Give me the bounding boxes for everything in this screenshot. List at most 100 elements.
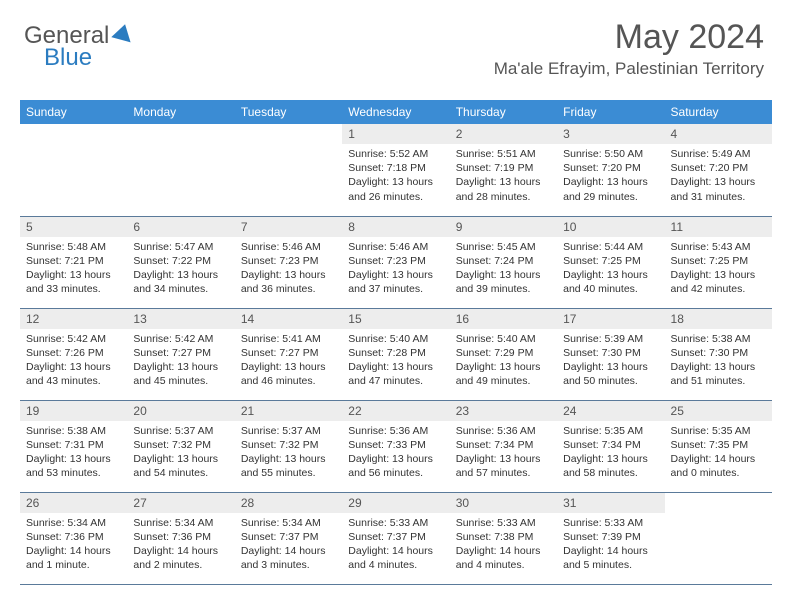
calendar-day-cell: 10Sunrise: 5:44 AMSunset: 7:25 PMDayligh… xyxy=(557,216,664,308)
calendar-day-cell: 5Sunrise: 5:48 AMSunset: 7:21 PMDaylight… xyxy=(20,216,127,308)
daylight-line: Daylight: 13 hours and 39 minutes. xyxy=(456,268,551,296)
sunrise-line: Sunrise: 5:35 AM xyxy=(563,424,658,438)
sunrise-line: Sunrise: 5:49 AM xyxy=(671,147,766,161)
day-details: Sunrise: 5:45 AMSunset: 7:24 PMDaylight:… xyxy=(450,237,557,303)
day-details: Sunrise: 5:49 AMSunset: 7:20 PMDaylight:… xyxy=(665,144,772,210)
sunset-line: Sunset: 7:31 PM xyxy=(26,438,121,452)
calendar-day-cell: 9Sunrise: 5:45 AMSunset: 7:24 PMDaylight… xyxy=(450,216,557,308)
daylight-line: Daylight: 14 hours and 3 minutes. xyxy=(241,544,336,572)
day-details: Sunrise: 5:52 AMSunset: 7:18 PMDaylight:… xyxy=(342,144,449,210)
sunset-line: Sunset: 7:25 PM xyxy=(563,254,658,268)
calendar-day-cell xyxy=(665,492,772,584)
daylight-line: Daylight: 13 hours and 49 minutes. xyxy=(456,360,551,388)
day-details: Sunrise: 5:40 AMSunset: 7:29 PMDaylight:… xyxy=(450,329,557,395)
sunrise-line: Sunrise: 5:38 AM xyxy=(671,332,766,346)
day-details: Sunrise: 5:33 AMSunset: 7:39 PMDaylight:… xyxy=(557,513,664,579)
sunrise-line: Sunrise: 5:51 AM xyxy=(456,147,551,161)
calendar-day-cell: 19Sunrise: 5:38 AMSunset: 7:31 PMDayligh… xyxy=(20,400,127,492)
sunset-line: Sunset: 7:28 PM xyxy=(348,346,443,360)
day-details: Sunrise: 5:34 AMSunset: 7:37 PMDaylight:… xyxy=(235,513,342,579)
sunrise-line: Sunrise: 5:37 AM xyxy=(133,424,228,438)
calendar-day-cell: 21Sunrise: 5:37 AMSunset: 7:32 PMDayligh… xyxy=(235,400,342,492)
sunset-line: Sunset: 7:18 PM xyxy=(348,161,443,175)
day-number: 3 xyxy=(557,124,664,144)
calendar-day-cell: 12Sunrise: 5:42 AMSunset: 7:26 PMDayligh… xyxy=(20,308,127,400)
day-details: Sunrise: 5:42 AMSunset: 7:27 PMDaylight:… xyxy=(127,329,234,395)
day-details: Sunrise: 5:34 AMSunset: 7:36 PMDaylight:… xyxy=(20,513,127,579)
sunset-line: Sunset: 7:34 PM xyxy=(563,438,658,452)
sunrise-line: Sunrise: 5:41 AM xyxy=(241,332,336,346)
day-number: 19 xyxy=(20,401,127,421)
sunrise-line: Sunrise: 5:39 AM xyxy=(563,332,658,346)
sunrise-line: Sunrise: 5:44 AM xyxy=(563,240,658,254)
calendar-day-cell: 28Sunrise: 5:34 AMSunset: 7:37 PMDayligh… xyxy=(235,492,342,584)
day-number: 11 xyxy=(665,217,772,237)
sunrise-line: Sunrise: 5:42 AM xyxy=(133,332,228,346)
daylight-line: Daylight: 14 hours and 4 minutes. xyxy=(456,544,551,572)
day-details: Sunrise: 5:38 AMSunset: 7:31 PMDaylight:… xyxy=(20,421,127,487)
daylight-line: Daylight: 13 hours and 50 minutes. xyxy=(563,360,658,388)
sunset-line: Sunset: 7:26 PM xyxy=(26,346,121,360)
day-details: Sunrise: 5:39 AMSunset: 7:30 PMDaylight:… xyxy=(557,329,664,395)
sunrise-line: Sunrise: 5:40 AM xyxy=(348,332,443,346)
day-details: Sunrise: 5:46 AMSunset: 7:23 PMDaylight:… xyxy=(235,237,342,303)
daylight-line: Daylight: 13 hours and 34 minutes. xyxy=(133,268,228,296)
calendar-day-cell: 11Sunrise: 5:43 AMSunset: 7:25 PMDayligh… xyxy=(665,216,772,308)
day-number: 26 xyxy=(20,493,127,513)
day-number: 23 xyxy=(450,401,557,421)
calendar-day-cell: 24Sunrise: 5:35 AMSunset: 7:34 PMDayligh… xyxy=(557,400,664,492)
day-details: Sunrise: 5:42 AMSunset: 7:26 PMDaylight:… xyxy=(20,329,127,395)
day-details: Sunrise: 5:38 AMSunset: 7:30 PMDaylight:… xyxy=(665,329,772,395)
calendar-header-row: SundayMondayTuesdayWednesdayThursdayFrid… xyxy=(20,100,772,124)
sunset-line: Sunset: 7:35 PM xyxy=(671,438,766,452)
daylight-line: Daylight: 13 hours and 51 minutes. xyxy=(671,360,766,388)
calendar-week-row: 26Sunrise: 5:34 AMSunset: 7:36 PMDayligh… xyxy=(20,492,772,584)
day-details: Sunrise: 5:35 AMSunset: 7:35 PMDaylight:… xyxy=(665,421,772,487)
day-number: 12 xyxy=(20,309,127,329)
daylight-line: Daylight: 13 hours and 53 minutes. xyxy=(26,452,121,480)
day-number: 10 xyxy=(557,217,664,237)
calendar-week-row: 12Sunrise: 5:42 AMSunset: 7:26 PMDayligh… xyxy=(20,308,772,400)
sunset-line: Sunset: 7:37 PM xyxy=(241,530,336,544)
daylight-line: Daylight: 14 hours and 1 minute. xyxy=(26,544,121,572)
daylight-line: Daylight: 13 hours and 36 minutes. xyxy=(241,268,336,296)
day-number: 17 xyxy=(557,309,664,329)
sunrise-line: Sunrise: 5:35 AM xyxy=(671,424,766,438)
sunrise-line: Sunrise: 5:34 AM xyxy=(241,516,336,530)
daylight-line: Daylight: 14 hours and 4 minutes. xyxy=(348,544,443,572)
calendar-day-cell: 18Sunrise: 5:38 AMSunset: 7:30 PMDayligh… xyxy=(665,308,772,400)
calendar-day-cell: 22Sunrise: 5:36 AMSunset: 7:33 PMDayligh… xyxy=(342,400,449,492)
calendar-table: SundayMondayTuesdayWednesdayThursdayFrid… xyxy=(20,100,772,585)
sunrise-line: Sunrise: 5:48 AM xyxy=(26,240,121,254)
sunset-line: Sunset: 7:36 PM xyxy=(133,530,228,544)
daylight-line: Daylight: 13 hours and 58 minutes. xyxy=(563,452,658,480)
calendar-day-cell xyxy=(127,124,234,216)
sunset-line: Sunset: 7:27 PM xyxy=(133,346,228,360)
sunset-line: Sunset: 7:21 PM xyxy=(26,254,121,268)
sunrise-line: Sunrise: 5:42 AM xyxy=(26,332,121,346)
calendar-week-row: 19Sunrise: 5:38 AMSunset: 7:31 PMDayligh… xyxy=(20,400,772,492)
weekday-header: Tuesday xyxy=(235,100,342,124)
daylight-line: Daylight: 13 hours and 28 minutes. xyxy=(456,175,551,203)
day-number: 7 xyxy=(235,217,342,237)
sunrise-line: Sunrise: 5:34 AM xyxy=(133,516,228,530)
sunset-line: Sunset: 7:38 PM xyxy=(456,530,551,544)
sunset-line: Sunset: 7:37 PM xyxy=(348,530,443,544)
calendar-day-cell: 14Sunrise: 5:41 AMSunset: 7:27 PMDayligh… xyxy=(235,308,342,400)
sunset-line: Sunset: 7:27 PM xyxy=(241,346,336,360)
day-details: Sunrise: 5:44 AMSunset: 7:25 PMDaylight:… xyxy=(557,237,664,303)
day-number: 2 xyxy=(450,124,557,144)
calendar-day-cell: 3Sunrise: 5:50 AMSunset: 7:20 PMDaylight… xyxy=(557,124,664,216)
sunrise-line: Sunrise: 5:46 AM xyxy=(348,240,443,254)
daylight-line: Daylight: 13 hours and 40 minutes. xyxy=(563,268,658,296)
calendar-day-cell: 15Sunrise: 5:40 AMSunset: 7:28 PMDayligh… xyxy=(342,308,449,400)
day-details: Sunrise: 5:36 AMSunset: 7:34 PMDaylight:… xyxy=(450,421,557,487)
daylight-line: Daylight: 13 hours and 26 minutes. xyxy=(348,175,443,203)
day-number: 16 xyxy=(450,309,557,329)
sunset-line: Sunset: 7:30 PM xyxy=(563,346,658,360)
weekday-header: Sunday xyxy=(20,100,127,124)
daylight-line: Daylight: 13 hours and 31 minutes. xyxy=(671,175,766,203)
calendar-week-row: 5Sunrise: 5:48 AMSunset: 7:21 PMDaylight… xyxy=(20,216,772,308)
sunset-line: Sunset: 7:34 PM xyxy=(456,438,551,452)
day-details: Sunrise: 5:50 AMSunset: 7:20 PMDaylight:… xyxy=(557,144,664,210)
